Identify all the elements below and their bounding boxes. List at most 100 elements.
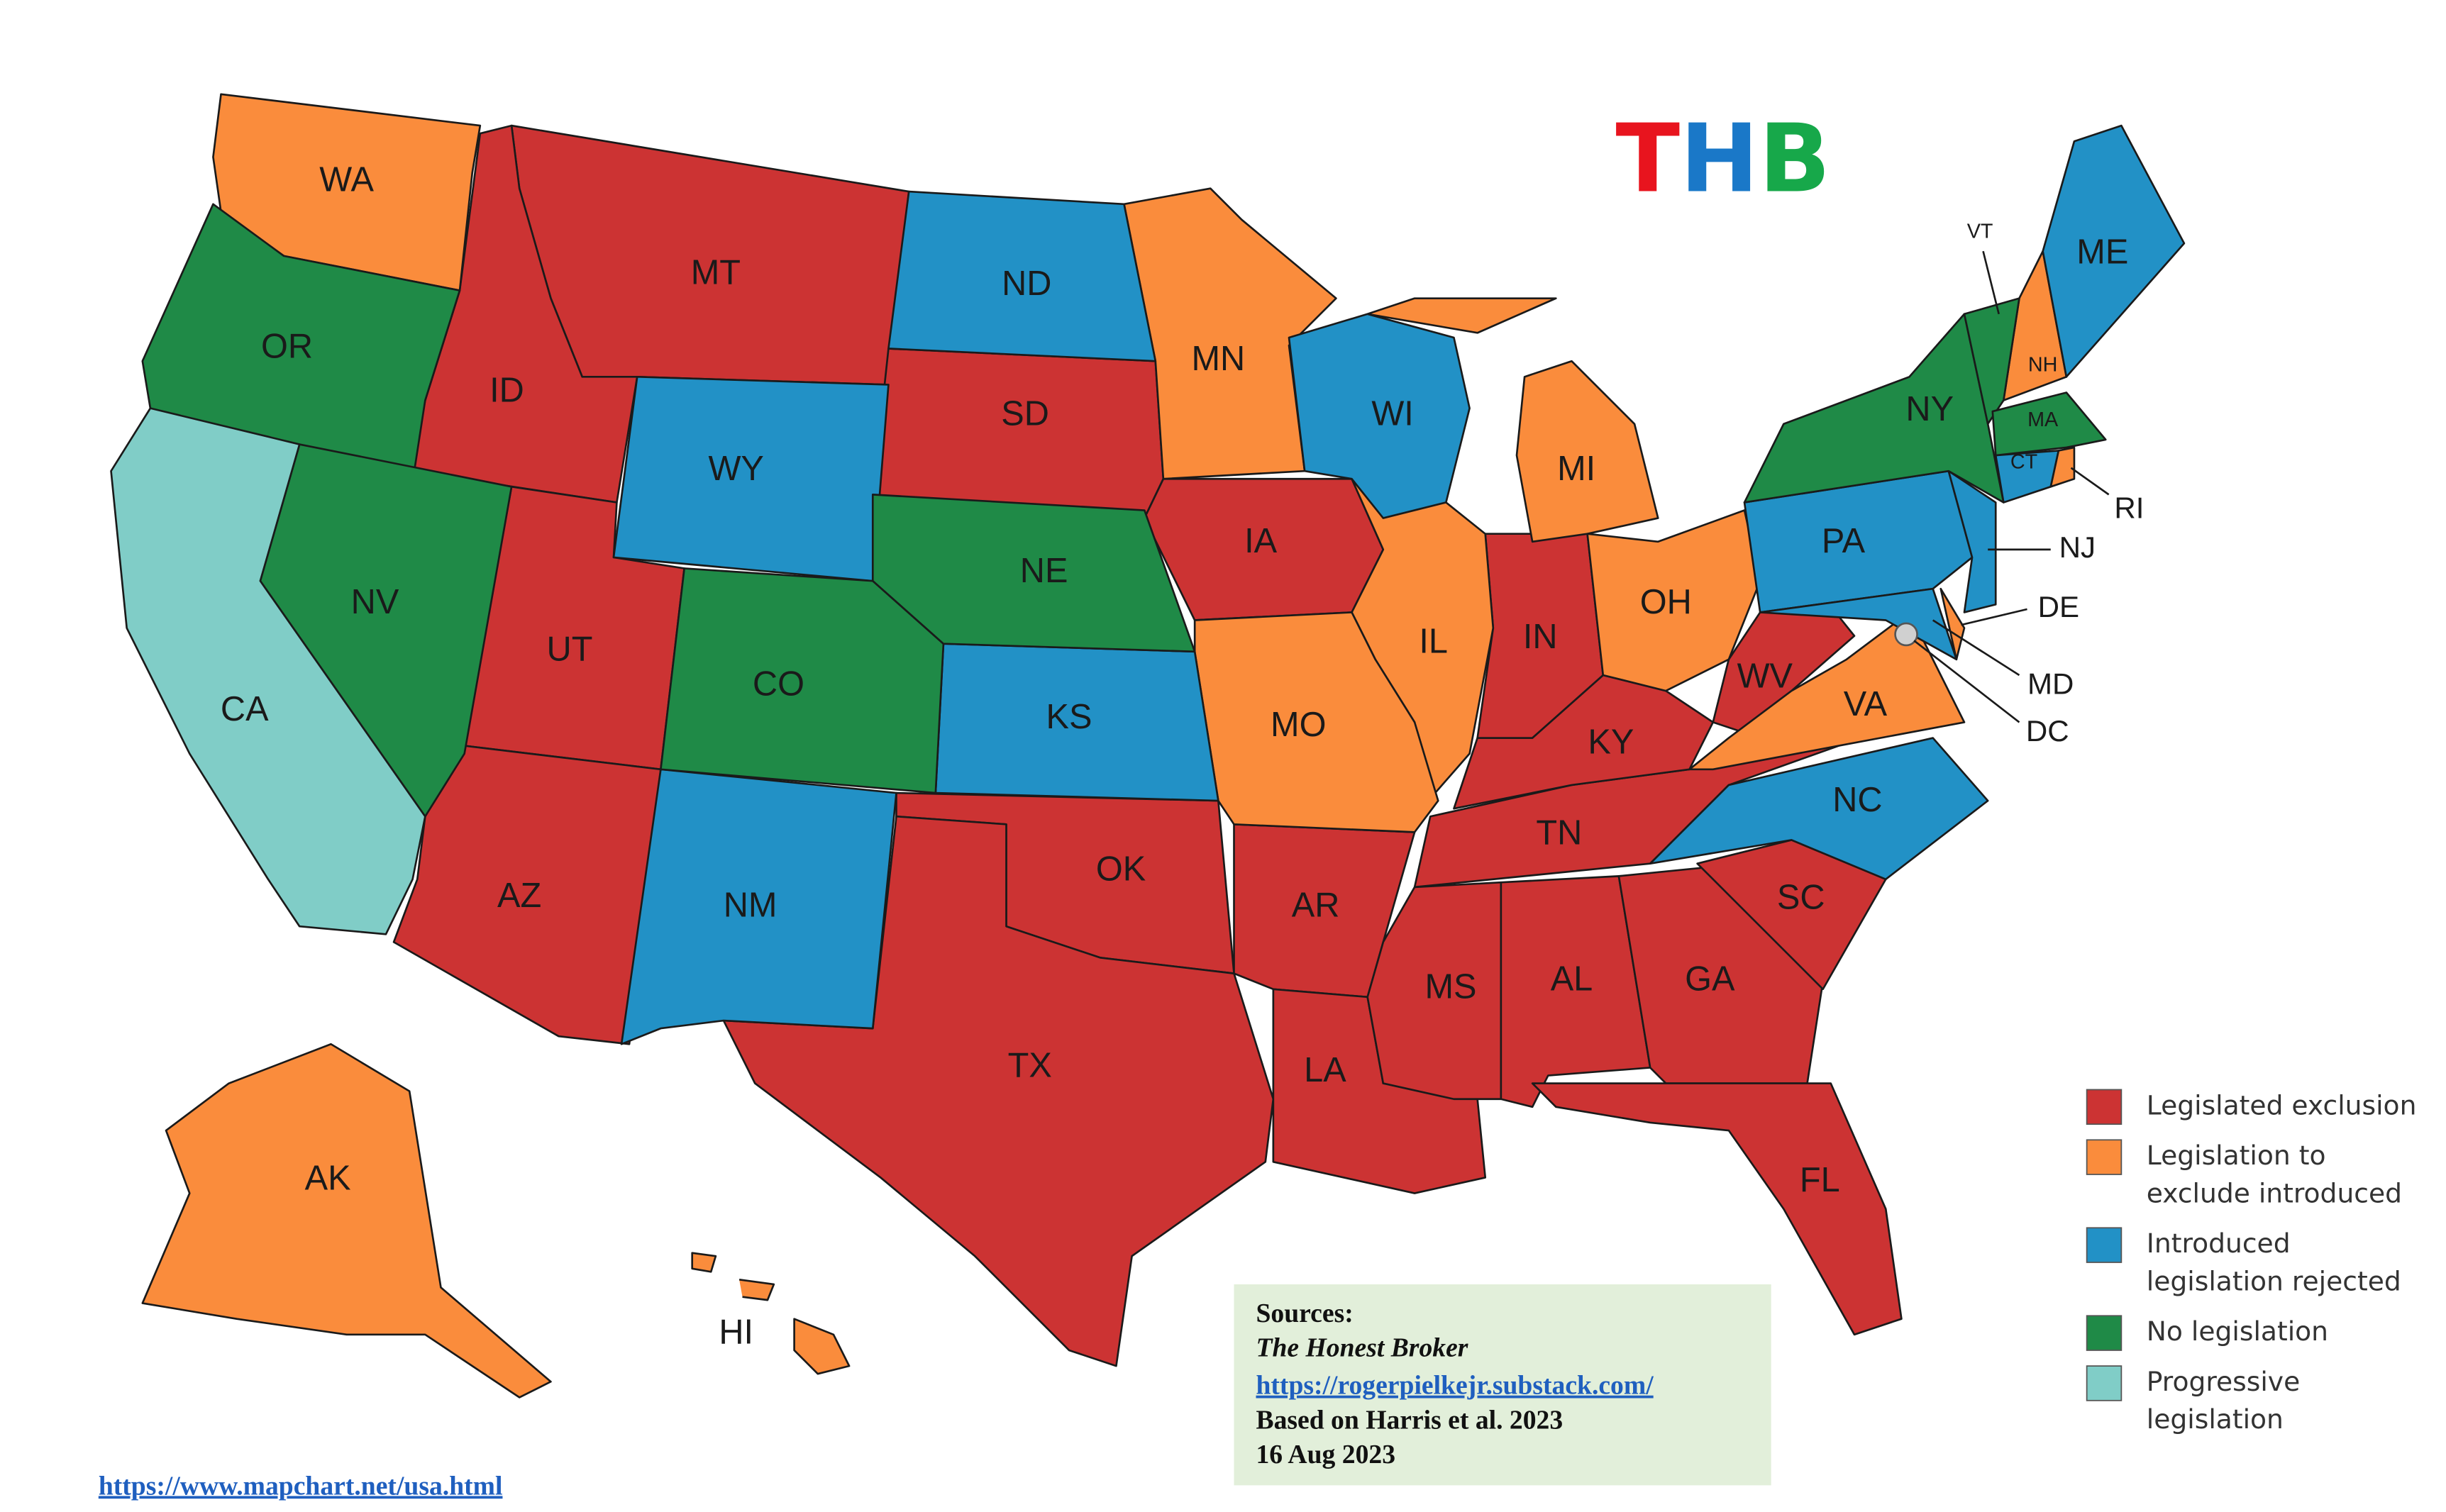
state-label: OR xyxy=(261,327,313,365)
leader-line xyxy=(1982,250,2000,315)
sources-heading: Sources: xyxy=(1256,1299,1353,1328)
legend-swatch xyxy=(2086,1365,2123,1401)
state-label: VT xyxy=(1967,220,1993,243)
state-label: AK xyxy=(305,1160,351,1198)
logo-letter: H xyxy=(1680,104,1759,213)
dc-marker xyxy=(1894,622,1918,647)
state-label: MD xyxy=(2027,667,2074,701)
state xyxy=(871,494,1196,653)
state-label: CO xyxy=(753,665,804,703)
leader-line xyxy=(1961,608,2027,626)
state xyxy=(1939,587,1966,661)
legend-swatch xyxy=(2086,1315,2123,1351)
state xyxy=(1586,509,1761,692)
state-label: NJ xyxy=(2059,530,2096,564)
state xyxy=(660,567,945,794)
state-label: MS xyxy=(1425,968,1477,1006)
sources-box xyxy=(1234,1284,1771,1486)
state-label: FL xyxy=(1800,1161,1840,1199)
legend-label: Introduced xyxy=(2147,1228,2291,1259)
state-label: SD xyxy=(1001,395,1049,433)
state-label: AL xyxy=(1551,960,1593,999)
state xyxy=(871,348,1165,519)
state xyxy=(1288,313,1471,519)
state xyxy=(1531,1082,1903,1336)
legend-label: Progressive xyxy=(2147,1366,2300,1397)
state-label: MA xyxy=(2027,408,2059,431)
state xyxy=(1963,297,2020,426)
footer-url[interactable]: https://www.mapchart.net/usa.html xyxy=(99,1471,503,1501)
legend-label: legislation xyxy=(2147,1403,2284,1435)
legend-label: exclude introduced xyxy=(2147,1177,2402,1208)
state xyxy=(722,815,1275,1367)
state xyxy=(110,407,426,935)
state xyxy=(691,1252,851,1375)
state-label: LA xyxy=(1304,1051,1346,1089)
state-label: VA xyxy=(1844,685,1888,723)
sources-publication: The Honest Broker xyxy=(1256,1333,1468,1363)
state-label: MO xyxy=(1271,706,1326,744)
state-label: IN xyxy=(1523,618,1558,656)
state xyxy=(2042,124,2186,378)
legend-label: legislation rejected xyxy=(2147,1265,2401,1296)
state-label: HI xyxy=(719,1313,753,1352)
dc-label: DC xyxy=(2026,714,2069,747)
legend-swatch xyxy=(2086,1227,2123,1263)
state-label: KS xyxy=(1046,698,1092,736)
state xyxy=(887,190,1157,362)
state-labels: MT ID UT AZ SD IA OK TX AR LA MS AL GA FL SC TN KY IN WV WA… xyxy=(221,161,2145,1352)
state-label: WA xyxy=(319,161,374,199)
leader-line xyxy=(1932,619,2020,677)
state xyxy=(1649,737,1989,881)
state-label: KY xyxy=(1588,723,1634,761)
state-label: ND xyxy=(1002,265,1051,303)
state-label: WV xyxy=(1737,657,1793,695)
state xyxy=(1947,469,1997,613)
sources-date: 16 Aug 2023 xyxy=(1256,1440,1395,1469)
state-label: NV xyxy=(351,583,399,621)
state-label: CA xyxy=(221,690,269,728)
state-label: WY xyxy=(708,450,763,488)
state-label: OH xyxy=(1640,583,1692,621)
state-label: UT xyxy=(547,630,593,669)
state-label: AR xyxy=(1292,886,1340,925)
state-label: MN xyxy=(1191,340,1245,378)
state xyxy=(141,1043,552,1399)
states xyxy=(110,93,2186,1399)
state-label: ID xyxy=(489,371,524,409)
legend-label: No legislation xyxy=(2147,1316,2328,1347)
state-label: NC xyxy=(1832,781,1882,819)
sources-url[interactable]: https://rogerpielkejr.substack.com/ xyxy=(1256,1371,1654,1401)
state-label: IL xyxy=(1419,623,1448,661)
state-label: AZ xyxy=(497,877,541,915)
sources-basis: Based on Harris et al. 2023 xyxy=(1256,1405,1563,1435)
state-label: OK xyxy=(1096,850,1146,889)
state-label: NH xyxy=(2028,353,2058,376)
state-label: TX xyxy=(1008,1046,1052,1084)
state xyxy=(1366,297,1659,543)
state-label: SC xyxy=(1777,878,1825,916)
state-label: MI xyxy=(1557,450,1595,488)
state-label: PA xyxy=(1822,522,1866,560)
logo-letter: T xyxy=(1615,104,1680,213)
state-label: NE xyxy=(1020,552,1068,590)
state-label: DE xyxy=(2038,590,2079,623)
state xyxy=(1759,587,1958,661)
state xyxy=(1743,313,2005,504)
legend-label: Legislation to xyxy=(2147,1140,2326,1171)
leader-line xyxy=(1913,640,2020,723)
state-label: NY xyxy=(1905,390,1954,428)
state xyxy=(620,768,897,1045)
state-label: IA xyxy=(1244,522,1278,560)
legend-swatch xyxy=(2086,1089,2123,1125)
state-label: CT xyxy=(2010,451,2037,474)
state-label: WI xyxy=(1371,395,1413,433)
legend-swatch xyxy=(2086,1139,2123,1175)
state-label: MT xyxy=(691,253,741,291)
leader-line xyxy=(2070,467,2110,496)
state-label: NM xyxy=(724,886,777,925)
state-label: RI xyxy=(2114,491,2144,525)
state-label: ME xyxy=(2076,233,2128,272)
legend: Legislated exclusion Legislation to exclud… xyxy=(2086,1089,2416,1435)
